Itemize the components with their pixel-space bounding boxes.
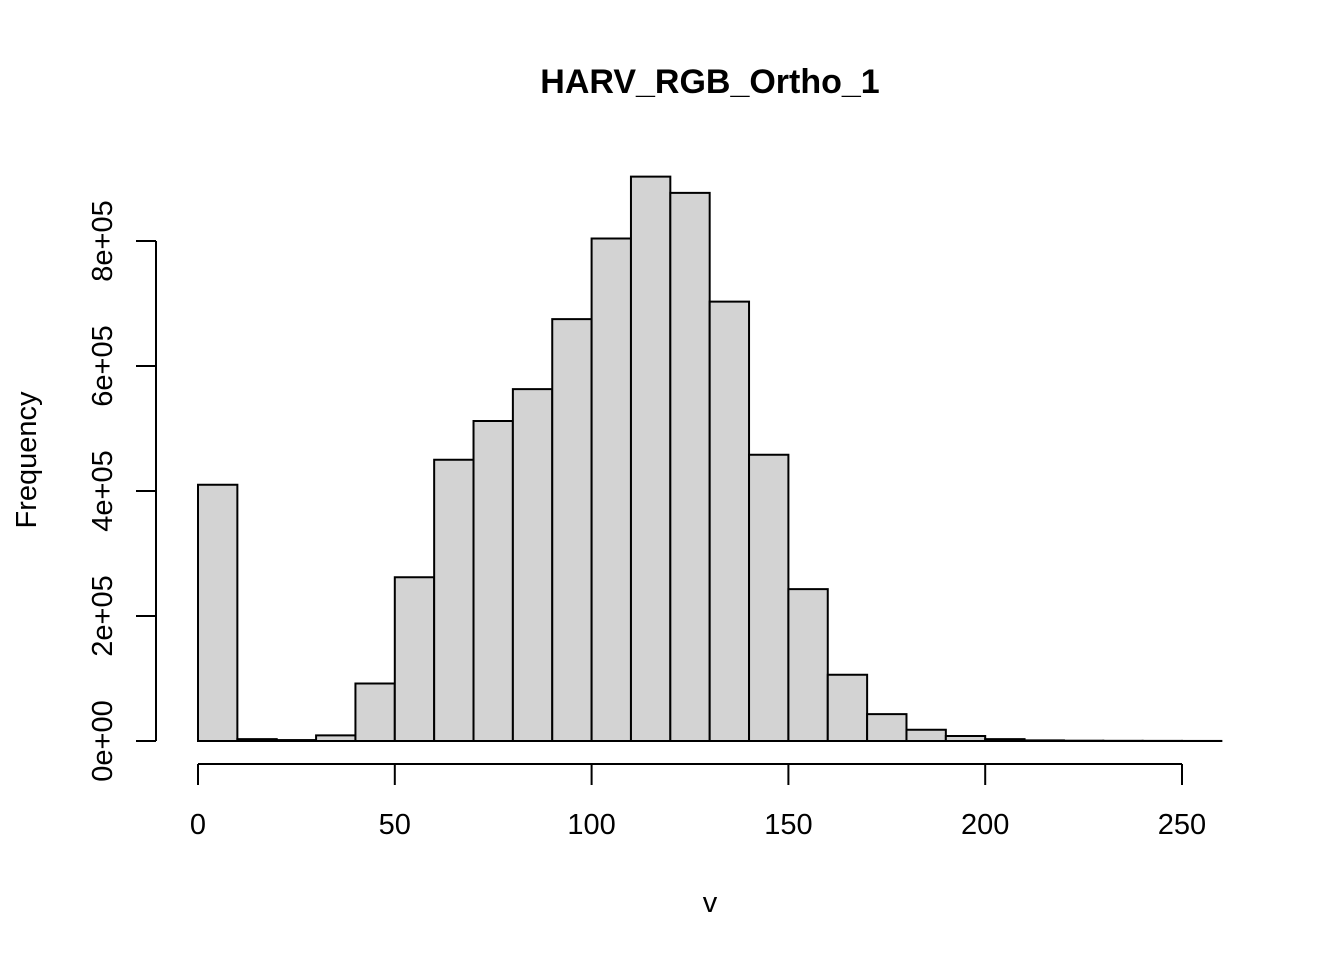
histogram-bar — [748, 453, 790, 742]
x-axis-label: v — [703, 887, 718, 919]
histogram-bar — [866, 713, 908, 742]
histogram-bar — [629, 175, 672, 742]
histogram-bar — [551, 318, 593, 742]
x-tick-label: 0 — [190, 809, 206, 841]
histogram-bar — [197, 483, 239, 742]
histogram-bar — [433, 458, 475, 742]
histogram-bar — [826, 673, 869, 742]
x-axis: 0 50 100 150 200 250 — [190, 763, 1206, 841]
y-axis: 0e+00 2e+05 4e+05 6e+05 8e+05 — [87, 200, 157, 782]
y-tick-label: 4e+05 — [87, 450, 119, 531]
y-axis-label: Frequency — [11, 391, 43, 529]
y-tick-label: 2e+05 — [87, 575, 119, 656]
histogram-bar — [393, 576, 436, 742]
y-tick-label: 6e+05 — [87, 325, 119, 406]
histogram-bar — [708, 300, 751, 742]
histogram-bar — [354, 682, 396, 742]
x-tick-label: 50 — [379, 809, 411, 841]
histogram-bar — [511, 388, 554, 742]
histogram-bar — [787, 588, 829, 742]
chart-title: HARV_RGB_Ortho_1 — [540, 63, 879, 101]
bars-group — [197, 175, 1223, 742]
histogram-bar — [905, 728, 947, 742]
y-tick-label: 8e+05 — [87, 200, 119, 281]
x-tick-label: 200 — [961, 809, 1009, 841]
x-tick-label: 250 — [1158, 809, 1206, 841]
x-tick-label: 150 — [764, 809, 812, 841]
histogram-bar — [472, 420, 514, 742]
histogram-bar — [590, 237, 632, 742]
x-tick-label: 100 — [567, 809, 615, 841]
y-tick-label: 0e+00 — [87, 700, 119, 781]
histogram-bar — [669, 191, 711, 742]
